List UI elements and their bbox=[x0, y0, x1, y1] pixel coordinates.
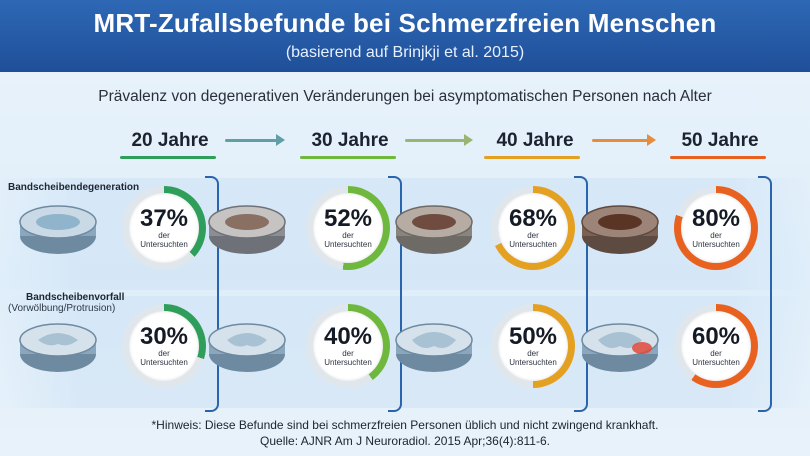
disc-herniation-20 bbox=[19, 323, 97, 372]
stat-inner: 60% der Untersuchten bbox=[681, 311, 751, 381]
stat-inner: 52% der Untersuchten bbox=[313, 193, 383, 263]
age-underline-30 bbox=[300, 156, 396, 159]
stat-herniation-50: 60% der Untersuchten bbox=[674, 304, 758, 388]
source-citation: Quelle: AJNR Am J Neuroradiol. 2015 Apr;… bbox=[260, 434, 550, 448]
stat-degeneration-20: 37% der Untersuchten bbox=[122, 186, 206, 270]
stat-caption-line2: Untersuchten bbox=[692, 358, 740, 367]
stat-value: 68% bbox=[508, 205, 558, 232]
arrow-head-40-50 bbox=[647, 134, 656, 146]
disc-degeneration-30 bbox=[208, 205, 286, 254]
stat-inner: 50% der Untersuchten bbox=[498, 311, 568, 381]
arrow-30-40 bbox=[405, 139, 465, 142]
stat-caption-line2: Untersuchten bbox=[509, 358, 557, 367]
row-sublabel-herniation: (Vorwölbung/Protrusion) bbox=[8, 303, 116, 314]
stat-value: 50% bbox=[508, 323, 558, 350]
age-underline-20 bbox=[120, 156, 216, 159]
stat-caption-line1: der bbox=[710, 349, 722, 358]
stat-value: 52% bbox=[323, 205, 373, 232]
disc-degeneration-20 bbox=[19, 205, 97, 254]
arrow-20-30 bbox=[225, 139, 277, 142]
stat-caption-line1: der bbox=[527, 231, 539, 240]
age-label-30: 30 Jahre bbox=[311, 130, 389, 151]
stat-value: 37% bbox=[139, 205, 189, 232]
disc-degeneration-40 bbox=[395, 205, 473, 254]
stat-inner: 68% der Untersuchten bbox=[498, 193, 568, 263]
age-label-20: 20 Jahre bbox=[131, 130, 209, 151]
stat-caption-line2: Untersuchten bbox=[509, 240, 557, 249]
bracket-40 bbox=[574, 176, 588, 412]
stat-inner: 37% der Untersuchten bbox=[129, 193, 199, 263]
stat-caption-line2: Untersuchten bbox=[140, 358, 188, 367]
stat-degeneration-30: 52% der Untersuchten bbox=[306, 186, 390, 270]
disc-herniation-30 bbox=[208, 323, 286, 372]
row-label-degeneration: Bandscheibendegeneration bbox=[8, 182, 140, 193]
bracket-20 bbox=[205, 176, 219, 412]
footnote: *Hinweis: Diese Befunde sind bei schmerz… bbox=[151, 418, 659, 432]
stat-value: 60% bbox=[691, 323, 741, 350]
description: Prävalenz von degenerativen Veränderunge… bbox=[98, 88, 712, 105]
page-title: MRT-Zufallsbefunde bei Schmerzfreien Men… bbox=[93, 8, 717, 38]
stat-caption-line1: der bbox=[158, 349, 170, 358]
disc-herniation-50 bbox=[581, 323, 659, 372]
stat-degeneration-50: 80% der Untersuchten bbox=[674, 186, 758, 270]
stat-herniation-20: 30% der Untersuchten bbox=[122, 304, 206, 388]
age-label-40: 40 Jahre bbox=[496, 130, 574, 151]
arrow-head-30-40 bbox=[464, 134, 473, 146]
bracket-50 bbox=[758, 176, 772, 412]
disc-degeneration-50 bbox=[581, 205, 659, 254]
stat-inner: 30% der Untersuchten bbox=[129, 311, 199, 381]
stat-caption-line2: Untersuchten bbox=[324, 240, 372, 249]
stat-value: 40% bbox=[323, 323, 373, 350]
age-underline-50 bbox=[670, 156, 766, 159]
stat-caption-line1: der bbox=[527, 349, 539, 358]
age-underline-40 bbox=[484, 156, 580, 159]
stat-value: 30% bbox=[139, 323, 189, 350]
header-banner: MRT-Zufallsbefunde bei Schmerzfreien Men… bbox=[0, 0, 810, 72]
stat-caption-line1: der bbox=[158, 231, 170, 240]
arrow-40-50 bbox=[592, 139, 648, 142]
stat-herniation-30: 40% der Untersuchten bbox=[306, 304, 390, 388]
stat-herniation-40: 50% der Untersuchten bbox=[491, 304, 575, 388]
page-subtitle: (basierend auf Brinjkji et al. 2015) bbox=[285, 44, 525, 61]
stat-value: 80% bbox=[691, 205, 741, 232]
stat-caption-line2: Untersuchten bbox=[140, 240, 188, 249]
disc-herniation-40 bbox=[395, 323, 473, 372]
age-label-50: 50 Jahre bbox=[681, 130, 759, 151]
stat-inner: 80% der Untersuchten bbox=[681, 193, 751, 263]
row-label-herniation: Bandscheibenvorfall bbox=[26, 292, 125, 303]
arrow-head-20-30 bbox=[276, 134, 285, 146]
stat-caption-line2: Untersuchten bbox=[324, 358, 372, 367]
stat-inner: 40% der Untersuchten bbox=[313, 311, 383, 381]
bracket-30 bbox=[388, 176, 402, 412]
stat-caption-line1: der bbox=[342, 231, 354, 240]
stat-caption-line1: der bbox=[710, 231, 722, 240]
stat-caption-line2: Untersuchten bbox=[692, 240, 740, 249]
stat-degeneration-40: 68% der Untersuchten bbox=[491, 186, 575, 270]
stat-caption-line1: der bbox=[342, 349, 354, 358]
